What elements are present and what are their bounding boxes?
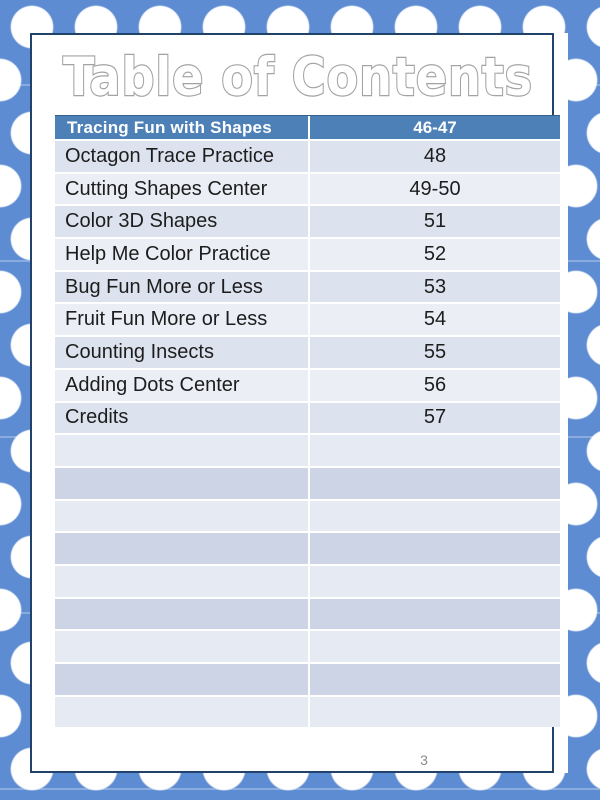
toc-row: Help Me Color Practice 52 <box>55 237 560 270</box>
toc-row-pages: 56 <box>308 369 560 401</box>
toc-row-title <box>55 599 308 630</box>
toc-row: Fruit Fun More or Less 54 <box>55 302 560 336</box>
toc-row-pages: 55 <box>308 337 560 368</box>
toc-row-title <box>55 631 308 662</box>
toc-row-title: Color 3D Shapes <box>65 210 218 233</box>
toc-header-row: Tracing Fun with Shapes 46-47 <box>55 115 560 139</box>
toc-row-title: Fruit Fun More or Less <box>65 308 268 331</box>
toc-row-pages: 53 <box>308 271 560 303</box>
toc-row-title <box>55 566 308 597</box>
toc-row <box>55 596 560 630</box>
toc-row <box>55 531 560 564</box>
toc-row <box>55 433 560 466</box>
toc-row-title <box>55 501 308 532</box>
toc-row-title: Adding Dots Center <box>65 373 240 396</box>
toc-row-title <box>55 697 308 728</box>
toc-body: Octagon Trace Practice 48 Cutting Shapes C… <box>55 139 560 728</box>
toc-row-pages: 48 <box>308 141 560 172</box>
toc-row: Bug Fun More or Less 53 <box>55 269 560 303</box>
toc-row <box>55 498 560 532</box>
toc-row: Adding Dots Center 56 <box>55 367 560 401</box>
toc-row-pages: 54 <box>308 304 560 336</box>
toc-row-title <box>55 664 308 695</box>
toc-header-title: Tracing Fun with Shapes <box>67 117 272 137</box>
title-outline-text: Table of Contents <box>62 46 533 109</box>
toc-row-title <box>55 533 308 564</box>
toc-row <box>55 629 560 662</box>
toc-row: Counting Insects 55 <box>55 335 560 368</box>
toc-row <box>55 465 560 499</box>
toc-row-title: Octagon Trace Practice <box>65 144 274 167</box>
toc-row-pages: 52 <box>308 239 560 270</box>
toc-row-title <box>55 468 308 499</box>
toc-row-pages: 51 <box>308 206 560 238</box>
toc-row: Cutting Shapes Center 49-50 <box>55 171 560 205</box>
toc-row-pages <box>308 631 560 662</box>
toc-row-title: Counting Insects <box>65 340 214 363</box>
toc-row-pages <box>308 696 560 728</box>
toc-row: Octagon Trace Practice 48 <box>55 139 560 172</box>
toc-row-pages: 49-50 <box>308 173 560 205</box>
toc-row: Credits 57 <box>55 400 560 434</box>
toc-row <box>55 694 560 728</box>
toc-row-pages <box>308 565 560 597</box>
toc-row-title: Help Me Color Practice <box>65 242 271 265</box>
toc-row-pages <box>308 598 560 630</box>
page-title: Table of Contents <box>30 45 554 111</box>
page-sheet: Table of Contents Tracing Fun with Shape… <box>30 33 568 773</box>
toc-header-pages: 46-47 <box>308 116 560 139</box>
page-title-text: Table of Contents <box>63 47 533 108</box>
toc-row-title <box>55 435 308 466</box>
toc-row-pages <box>308 435 560 466</box>
toc-row-title: Bug Fun More or Less <box>65 275 263 298</box>
toc-row-pages <box>308 533 560 564</box>
toc-row-title: Credits <box>65 406 129 429</box>
toc-row-pages <box>308 500 560 532</box>
toc-row-pages <box>308 467 560 499</box>
toc-row-pages <box>308 664 560 695</box>
toc-row <box>55 563 560 597</box>
toc-table: Tracing Fun with Shapes 46-47 Octagon Tr… <box>55 115 560 728</box>
toc-row <box>55 662 560 695</box>
toc-row-title: Cutting Shapes Center <box>65 177 268 200</box>
page-number: 3 <box>420 752 428 768</box>
toc-row: Color 3D Shapes 51 <box>55 204 560 238</box>
toc-row-pages: 57 <box>308 402 560 434</box>
